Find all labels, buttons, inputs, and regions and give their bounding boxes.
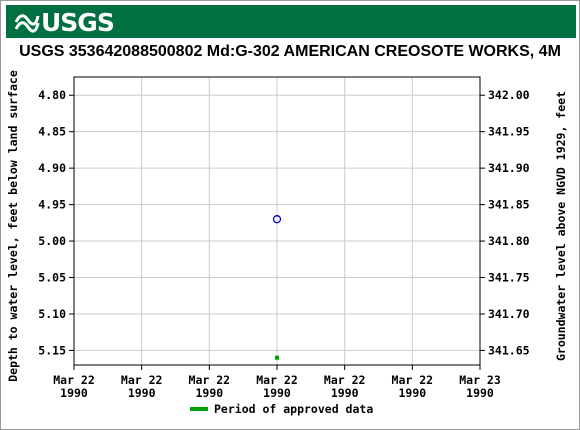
x-tick-label-year: 1990 bbox=[195, 386, 223, 400]
x-tick-label-date: Mar 22 bbox=[53, 373, 95, 387]
y-tick-label-right: 341.75 bbox=[488, 271, 530, 285]
y-tick-label-left: 5.05 bbox=[38, 271, 66, 285]
x-tick-label-date: Mar 22 bbox=[392, 373, 434, 387]
y-tick-label-right: 341.80 bbox=[488, 234, 530, 248]
usgs-logo[interactable]: USGS bbox=[14, 7, 115, 37]
y-tick-label-right: 342.00 bbox=[488, 88, 530, 102]
y-axis-label-right: Groundwater level above NGVD 1929, feet bbox=[554, 91, 568, 361]
x-tick-label-year: 1990 bbox=[60, 386, 88, 400]
y-tick-label-left: 4.95 bbox=[38, 198, 66, 212]
x-tick-label-date: Mar 22 bbox=[256, 373, 298, 387]
y-tick-label-left: 4.90 bbox=[38, 161, 66, 175]
chart-title: USGS 353642088500802 Md:G-302 AMERICAN C… bbox=[19, 43, 561, 60]
x-tick-label-date: Mar 22 bbox=[324, 373, 366, 387]
y-tick-label-right: 341.95 bbox=[488, 125, 530, 139]
legend-label-approved: Period of approved data bbox=[214, 402, 374, 416]
data-point-measurement[interactable] bbox=[272, 215, 282, 224]
x-tick-label-year: 1990 bbox=[466, 386, 494, 400]
usgs-wave-icon bbox=[14, 9, 40, 35]
y-tick-label-right: 341.90 bbox=[488, 161, 530, 175]
x-tick-label-year: 1990 bbox=[128, 386, 156, 400]
legend-swatch-approved bbox=[190, 407, 208, 411]
x-tick-label-year: 1990 bbox=[331, 386, 359, 400]
logo-text: USGS bbox=[41, 7, 115, 37]
y-tick-label-left: 4.85 bbox=[38, 125, 66, 139]
data-point-approved-period bbox=[275, 355, 279, 360]
y-tick-label-right: 341.85 bbox=[488, 198, 530, 212]
x-tick-label-year: 1990 bbox=[263, 386, 291, 400]
y-tick-label-left: 5.10 bbox=[38, 307, 66, 321]
y-tick-label-left: 4.80 bbox=[38, 88, 66, 102]
x-tick-label-date: Mar 22 bbox=[189, 373, 231, 387]
x-tick-label-date: Mar 22 bbox=[121, 373, 163, 387]
chart-legend: Period of approved data bbox=[190, 402, 373, 416]
y-tick-label-left: 5.15 bbox=[38, 343, 66, 357]
usgs-banner: USGS bbox=[6, 5, 576, 38]
y-tick-label-right: 341.65 bbox=[488, 343, 530, 357]
y-tick-label-right: 341.70 bbox=[488, 307, 530, 321]
y-axis-label-left: Depth to water level, feet below land su… bbox=[6, 70, 20, 382]
x-tick-label-year: 1990 bbox=[398, 386, 426, 400]
y-tick-label-left: 5.00 bbox=[38, 234, 66, 248]
x-tick-label-date: Mar 23 bbox=[459, 373, 501, 387]
